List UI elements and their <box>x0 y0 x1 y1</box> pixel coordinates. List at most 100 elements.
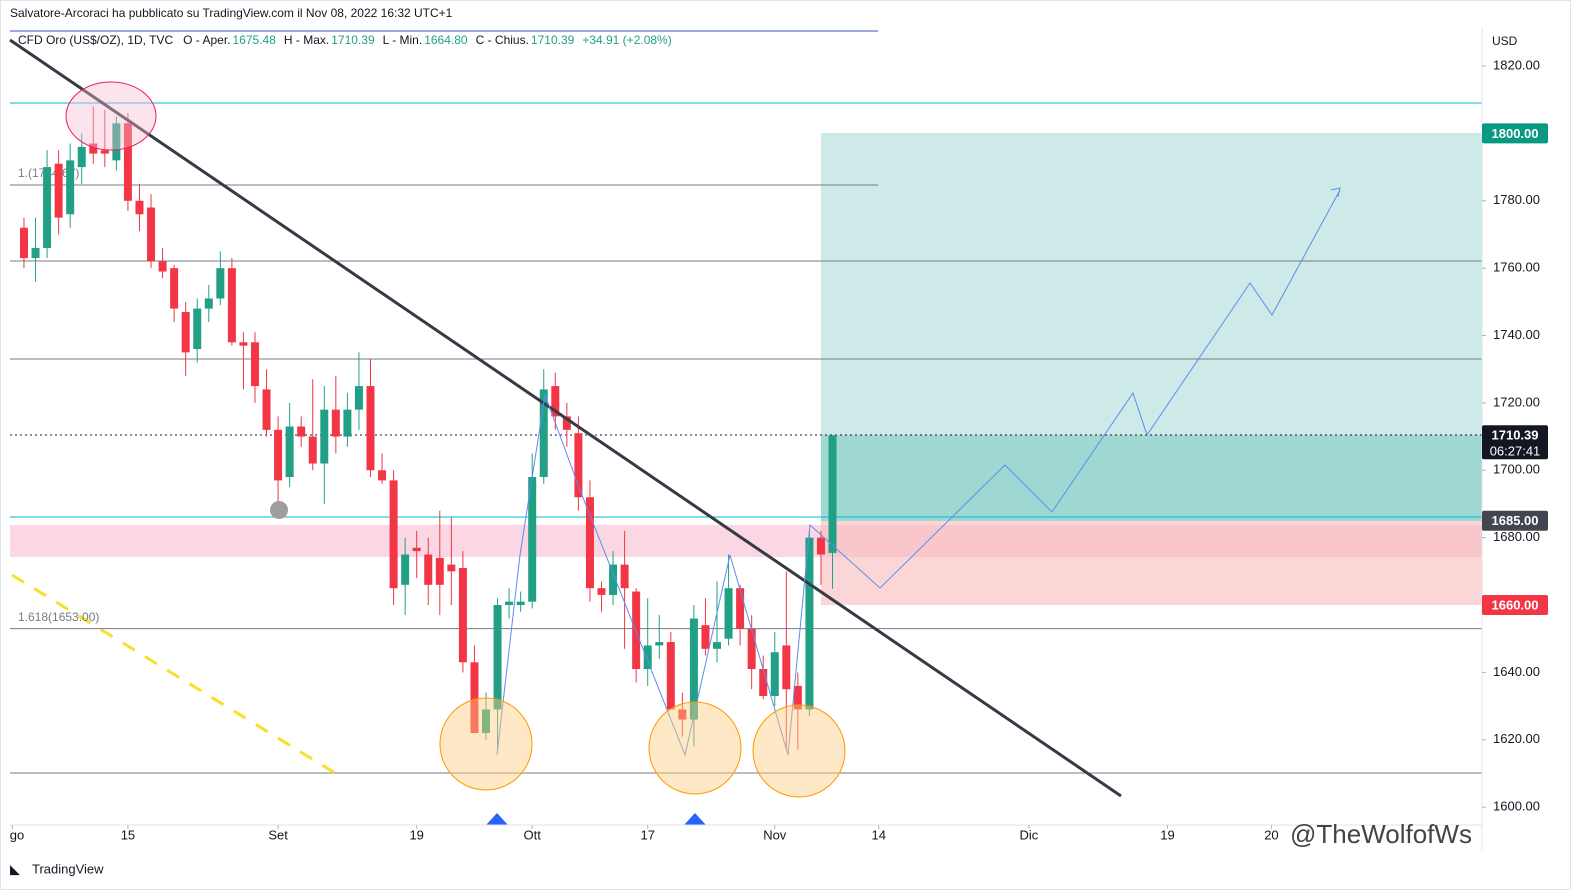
y-tick-label: 1600.00 <box>1493 799 1540 814</box>
brand: ◣ <box>10 861 20 876</box>
event-marker <box>684 813 706 825</box>
candle-body <box>77 146 86 168</box>
candle-body <box>793 685 802 710</box>
candle-body <box>89 143 98 154</box>
event-marker <box>486 813 508 825</box>
candle-body <box>181 311 190 353</box>
candle-body <box>435 557 444 585</box>
y-tick-label: 1780.00 <box>1493 192 1540 207</box>
x-tick-label: 20 <box>1264 827 1278 842</box>
candle-body <box>516 601 525 606</box>
candle-body <box>343 409 352 437</box>
candle-body <box>424 554 433 585</box>
candle-body <box>112 123 121 161</box>
x-tick-label: Ott <box>524 827 542 842</box>
candle-body <box>158 261 167 272</box>
brand-name: TradingView <box>32 861 104 876</box>
ohlc-label: O - Aper. <box>183 33 230 47</box>
candle-body <box>239 342 248 346</box>
candle-body <box>828 435 837 553</box>
candle-body <box>678 709 687 720</box>
candle-body <box>274 429 283 481</box>
candle-body <box>66 160 75 215</box>
candle-body <box>689 618 698 720</box>
ohlc-value: 1710.39 <box>331 33 375 47</box>
price-tag <box>1482 595 1548 616</box>
candle-body <box>320 409 329 464</box>
candle-body <box>389 480 398 589</box>
x-tick-label: 17 <box>640 827 654 842</box>
candle-body <box>782 645 791 690</box>
candle-body <box>378 470 387 481</box>
candle-body <box>447 564 456 572</box>
candle-body <box>701 625 710 649</box>
candle-body <box>354 386 363 410</box>
price-tag-label: 1710.39 <box>1492 428 1539 443</box>
y-tick-label: 1680.00 <box>1493 529 1540 544</box>
ohlc-value: 1675.48 <box>233 33 277 47</box>
watermark: @TheWolfofWs <box>1290 819 1472 849</box>
candle-body <box>54 163 63 218</box>
x-tick-label: Nov <box>763 827 787 842</box>
candle-body <box>805 537 814 710</box>
price-tag-label: 1800.00 <box>1492 126 1539 141</box>
ohlc-label: L - Min. <box>383 33 423 47</box>
candle-body <box>574 433 583 498</box>
candle-body <box>632 591 641 670</box>
y-tick-label: 1700.00 <box>1493 462 1540 477</box>
candle-body <box>331 409 340 437</box>
legend: CFD Oro (US$/OZ), 1D, TVC O - Aper. 1675.4… <box>18 33 672 47</box>
price-tag-label: 1685.00 <box>1492 513 1539 528</box>
candle-body <box>31 247 40 259</box>
candle-body <box>562 416 571 430</box>
candle-body <box>597 588 606 595</box>
profit-zone <box>821 435 1482 521</box>
candle-body <box>227 268 236 343</box>
ohlc-label: H - Max. <box>284 33 329 47</box>
candle-body <box>285 426 294 478</box>
candle-body <box>724 588 733 639</box>
x-tick-label: Set <box>268 827 288 842</box>
candle-body <box>193 308 202 350</box>
x-tick-label: 19 <box>409 827 423 842</box>
candle-body <box>713 642 722 649</box>
candle-body <box>470 662 479 734</box>
candle-body <box>412 547 421 552</box>
y-tick-label: 1620.00 <box>1493 731 1540 746</box>
candle-body <box>401 554 410 585</box>
candle-body <box>759 669 768 696</box>
candle-body <box>123 123 132 201</box>
candle-body <box>308 436 317 464</box>
candle-body <box>147 207 156 262</box>
y-tick-label: 1740.00 <box>1493 327 1540 342</box>
y-tick-label: 1640.00 <box>1493 664 1540 679</box>
candle-body <box>297 426 306 437</box>
candle-body <box>528 477 537 602</box>
x-tick-label: 15 <box>121 827 135 842</box>
candle-body <box>736 588 745 629</box>
trendline <box>9 38 1122 798</box>
candle-body <box>262 389 271 430</box>
candle-body <box>539 389 548 478</box>
candle-body <box>551 386 560 417</box>
price-tag <box>1482 425 1548 460</box>
candle-body <box>505 601 514 606</box>
highlight-circle <box>439 697 533 791</box>
candle-body <box>493 605 502 710</box>
ohlc-value: 1710.39 <box>531 33 575 47</box>
y-tick-label: 1820.00 <box>1493 57 1540 72</box>
countdown: 06:27:41 <box>1490 444 1541 459</box>
ohlc-value: 1664.80 <box>424 33 468 47</box>
candle-body <box>204 298 213 309</box>
candle-body <box>19 227 28 259</box>
candle-body <box>458 567 467 663</box>
candle-body <box>816 537 825 555</box>
projection-path <box>496 189 1341 757</box>
x-tick-label: 14 <box>871 827 885 842</box>
stop-zone <box>821 521 1482 605</box>
candle-body <box>747 628 756 670</box>
x-tick-label: 19 <box>1160 827 1174 842</box>
highlight-circle <box>648 701 742 795</box>
